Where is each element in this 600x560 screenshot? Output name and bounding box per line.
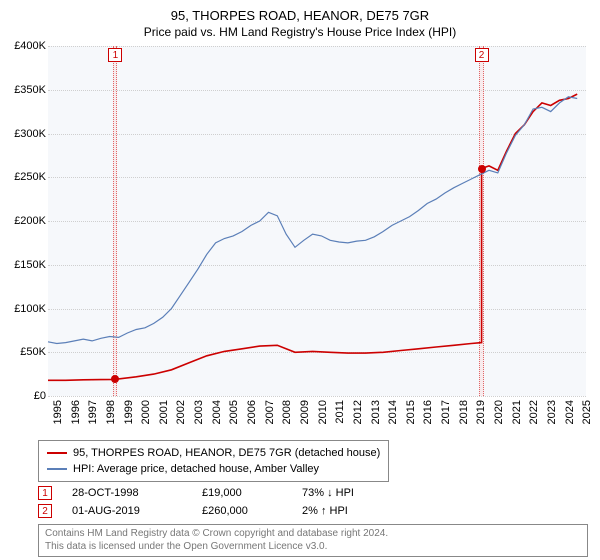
legend-label-series2: HPI: Average price, detached house, Ambe… bbox=[73, 463, 319, 475]
event-marker-icon: 1 bbox=[38, 486, 52, 500]
y-tick-label: £0 bbox=[34, 390, 46, 402]
event-date: 01-AUG-2019 bbox=[72, 505, 182, 517]
y-tick-label: £50K bbox=[20, 346, 46, 358]
legend-swatch-series1 bbox=[47, 452, 67, 454]
event-point bbox=[478, 165, 486, 173]
footer-line: Contains HM Land Registry data © Crown c… bbox=[45, 528, 581, 541]
legend-row-series1: 95, THORPES ROAD, HEANOR, DE75 7GR (deta… bbox=[47, 445, 380, 461]
y-tick-label: £250K bbox=[14, 171, 46, 183]
chart-subtitle: Price paid vs. HM Land Registry's House … bbox=[0, 23, 600, 43]
y-tick-label: £100K bbox=[14, 303, 46, 315]
event-delta: 2% ↑ HPI bbox=[302, 505, 392, 517]
event-detail-row: 1 28-OCT-1998 £19,000 73% ↓ HPI bbox=[38, 484, 392, 502]
legend-label-series1: 95, THORPES ROAD, HEANOR, DE75 7GR (deta… bbox=[73, 447, 380, 459]
legend: 95, THORPES ROAD, HEANOR, DE75 7GR (deta… bbox=[38, 440, 389, 482]
event-details: 1 28-OCT-1998 £19,000 73% ↓ HPI 2 01-AUG… bbox=[38, 484, 392, 520]
series-line-hpi bbox=[48, 97, 577, 344]
event-date: 28-OCT-1998 bbox=[72, 487, 182, 499]
event-price: £19,000 bbox=[202, 487, 282, 499]
event-point bbox=[111, 375, 119, 383]
y-tick-label: £400K bbox=[14, 40, 46, 52]
y-tick-label: £350K bbox=[14, 84, 46, 96]
chart-container: 95, THORPES ROAD, HEANOR, DE75 7GR Price… bbox=[0, 0, 600, 560]
y-tick-label: £300K bbox=[14, 128, 46, 140]
event-delta: 73% ↓ HPI bbox=[302, 487, 392, 499]
event-marker-icon: 2 bbox=[38, 504, 52, 518]
line-series-svg bbox=[48, 46, 586, 396]
legend-row-series2: HPI: Average price, detached house, Ambe… bbox=[47, 461, 380, 477]
event-price: £260,000 bbox=[202, 505, 282, 517]
legend-swatch-series2 bbox=[47, 468, 67, 470]
y-tick-label: £150K bbox=[14, 259, 46, 271]
y-tick-label: £200K bbox=[14, 215, 46, 227]
attribution-footer: Contains HM Land Registry data © Crown c… bbox=[38, 524, 588, 557]
chart-plot-area: 12 1995199619971998199920002001200220032… bbox=[48, 46, 586, 396]
footer-line: This data is licensed under the Open Gov… bbox=[45, 541, 581, 554]
event-detail-row: 2 01-AUG-2019 £260,000 2% ↑ HPI bbox=[38, 502, 392, 520]
chart-title: 95, THORPES ROAD, HEANOR, DE75 7GR bbox=[0, 0, 600, 23]
series-line-price_paid bbox=[48, 94, 577, 380]
